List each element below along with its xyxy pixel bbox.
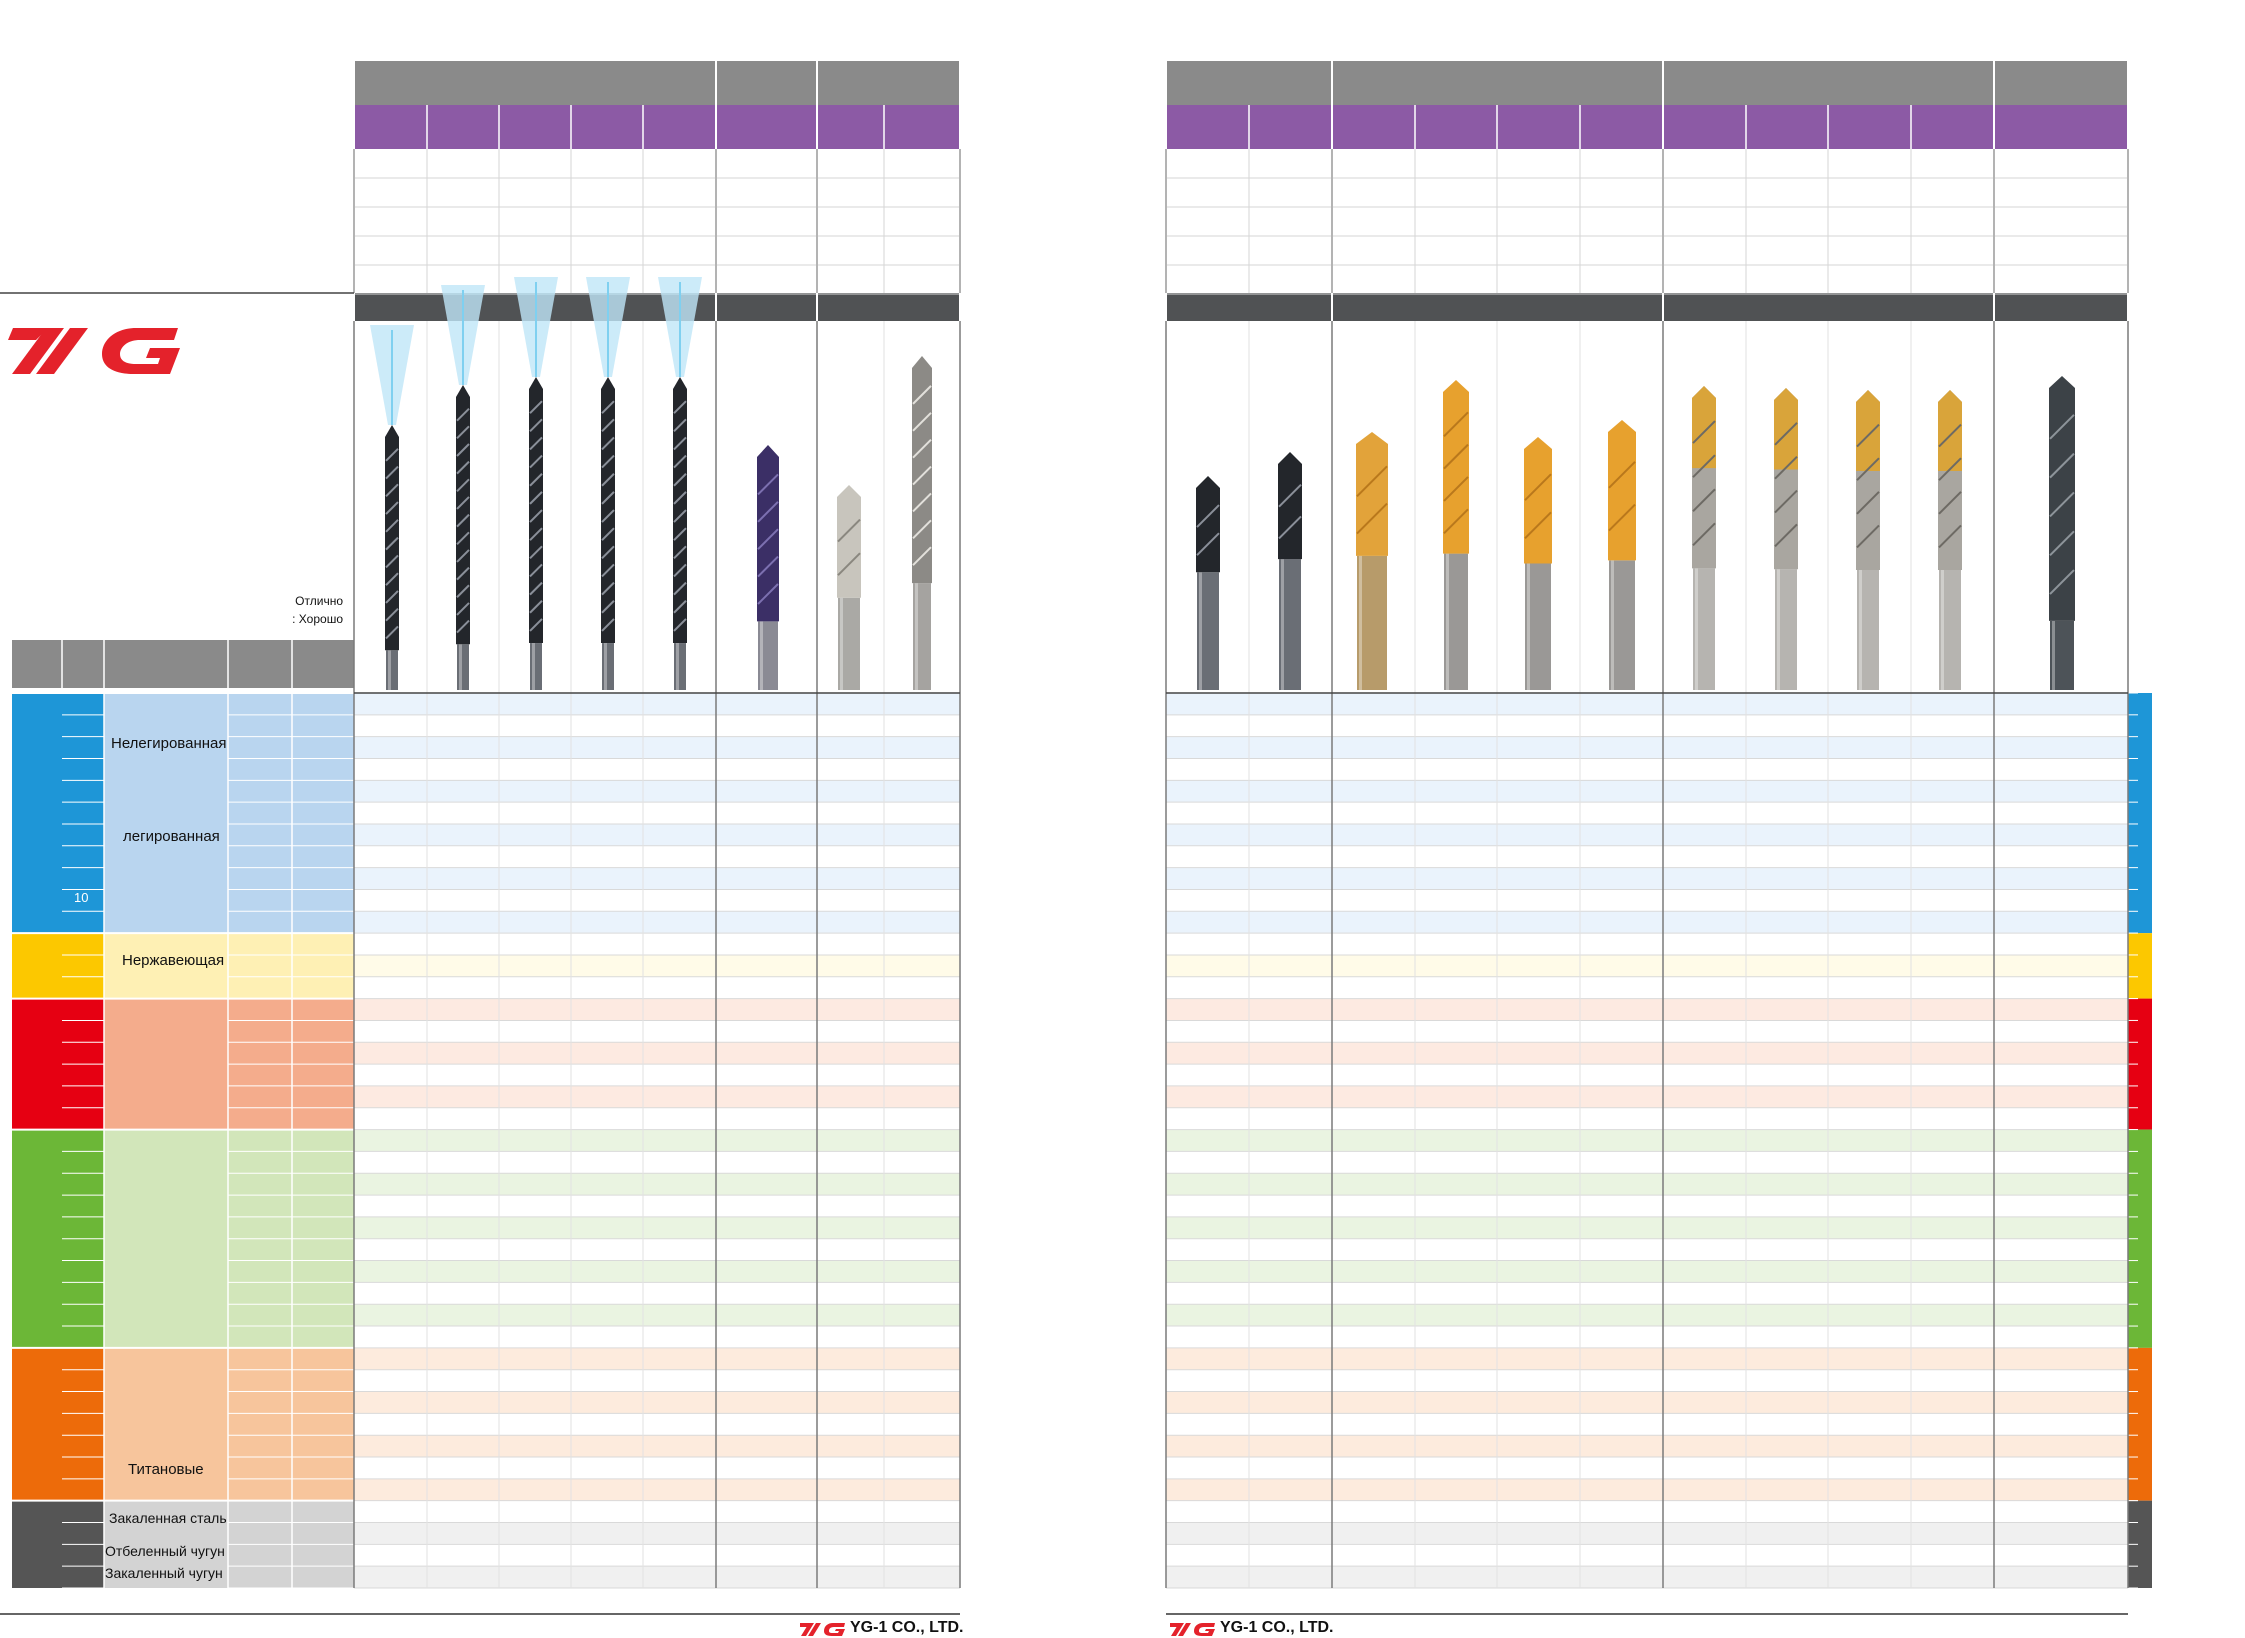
- header-gray-band: [354, 61, 960, 105]
- gold-tip-drill-icon: [1938, 390, 1962, 690]
- material-titanium: Титановые: [128, 1461, 204, 1478]
- material-alloyed-steel: легированная: [123, 828, 220, 845]
- coolant-carbide-drill-icon: [514, 277, 558, 690]
- table-tint-row: [1166, 911, 2128, 934]
- table-tint-row: [1166, 1129, 2128, 1152]
- table-tint-row: [1166, 867, 2128, 890]
- table-tint-row: [1166, 954, 2128, 977]
- table-tint-row: [1166, 1435, 2128, 1458]
- yg1-logo: [8, 328, 180, 374]
- legend-excellent: Отлично: [295, 594, 343, 608]
- material-group-super-alloy-band: [12, 1347, 62, 1501]
- table-tint-row: [1166, 1042, 2128, 1065]
- table-tint-row: [354, 867, 960, 890]
- material-group-non-ferrous-band: [12, 1129, 62, 1348]
- table-tint-row: [354, 998, 960, 1021]
- material-group-steel-number-col: [62, 693, 104, 934]
- table-tint-row: [354, 1522, 960, 1545]
- table-tint-row: [354, 823, 960, 846]
- material-group-hard-material-band: [12, 1500, 62, 1588]
- table-tint-row: [1166, 693, 2128, 715]
- material-group-stainless-number-col: [62, 933, 104, 999]
- material-group-super-alloy-number-col: [62, 1347, 104, 1501]
- table-tint-row: [354, 736, 960, 759]
- table-tint-row: [1166, 1478, 2128, 1501]
- coolant-carbide-drill-icon: [586, 277, 630, 690]
- table-tint-row: [354, 1173, 960, 1196]
- table-tint-row: [354, 1304, 960, 1327]
- legend-good: : Хорошо: [292, 612, 343, 626]
- footer-company-left: YG-1 CO., LTD.: [850, 1619, 964, 1636]
- header-purple-band: [1166, 105, 2128, 149]
- material-chilled-cast-iron: Отбеленный чугун: [105, 1543, 225, 1559]
- material-group-stainless-band: [12, 933, 62, 999]
- table-tint-row: [1166, 1173, 2128, 1196]
- material-group-super-alloy-name-col: [104, 1347, 354, 1501]
- table-tint-row: [354, 1042, 960, 1065]
- table-tint-row: [354, 1216, 960, 1239]
- black-hss-drill-icon: [1278, 452, 1302, 690]
- tin-coated-drill-icon: [1443, 380, 1469, 690]
- footer-company-right: YG-1 CO., LTD.: [1220, 1619, 1334, 1636]
- right-edge-tab-stainless: [2128, 933, 2152, 999]
- table-tint-row: [1166, 780, 2128, 803]
- table-tint-row: [1166, 1391, 2128, 1414]
- table-tint-row: [354, 954, 960, 977]
- table-tint-row: [1166, 1522, 2128, 1545]
- table-tint-row: [354, 1129, 960, 1152]
- table-tint-row: [354, 1347, 960, 1370]
- right-edge-tab-steel: [2128, 693, 2152, 934]
- table-tint-row: [354, 1478, 960, 1501]
- tin-coated-drill-icon: [1356, 432, 1388, 690]
- gold-tip-drill-icon: [1774, 388, 1798, 690]
- gold-tip-drill-icon: [1856, 390, 1880, 690]
- carbide-stub-drill-icon: [757, 445, 779, 690]
- coolant-carbide-drill-icon: [441, 285, 485, 690]
- coolant-carbide-drill-icon: [370, 325, 414, 690]
- coolant-carbide-drill-icon: [658, 277, 702, 690]
- table-tint-row: [1166, 1216, 2128, 1239]
- table-tint-row: [1166, 1347, 2128, 1370]
- header-purple-band: [354, 105, 960, 149]
- table-tint-row: [1166, 1566, 2128, 1588]
- header-gray-band: [1166, 61, 2128, 105]
- header-dark-bar: [1166, 293, 2128, 321]
- material-stainless-steel: Нержавеющая: [122, 952, 225, 969]
- table-tint-row: [1166, 736, 2128, 759]
- table-tint-row: [354, 1391, 960, 1414]
- hss-stub-drill-icon: [837, 485, 861, 690]
- table-tint-row: [1166, 998, 2128, 1021]
- material-group-steel-name-col: [104, 693, 354, 934]
- table-tint-row: [354, 780, 960, 803]
- right-edge-tab-super-alloy: [2128, 1347, 2152, 1501]
- material-group-steel-band: [12, 693, 62, 934]
- table-tint-row: [1166, 823, 2128, 846]
- table-tint-row: [354, 693, 960, 715]
- table-tint-row: [1166, 1304, 2128, 1327]
- black-hss-drill-icon: [1196, 476, 1220, 690]
- material-table-head: [12, 640, 354, 688]
- table-tint-row: [354, 1085, 960, 1108]
- material-group-cast-iron-band: [12, 998, 62, 1130]
- table-tint-row: [1166, 1260, 2128, 1283]
- table-tint-row: [354, 911, 960, 934]
- material-group-stainless-name-col: [104, 933, 354, 999]
- row-number-10: 10: [74, 890, 89, 905]
- table-tint-row: [1166, 1085, 2128, 1108]
- material-hardened-steel: Закаленная сталь: [109, 1510, 227, 1526]
- table-tint-row: [354, 1260, 960, 1283]
- gold-tip-drill-icon: [1692, 386, 1716, 690]
- table-tint-row: [354, 1566, 960, 1588]
- table-tint-row: [354, 1435, 960, 1458]
- material-hardened-cast-iron: Закаленный чугун: [105, 1565, 223, 1581]
- tin-coated-drill-icon: [1608, 420, 1636, 690]
- tin-coated-drill-icon: [1524, 437, 1552, 690]
- hss-jobber-drill-icon: [912, 356, 932, 690]
- material-unalloyed-steel: Нелегированная: [111, 735, 227, 752]
- long-black-drill-icon: [2049, 376, 2075, 690]
- legend: Отлично : Хорошо: [0, 590, 343, 630]
